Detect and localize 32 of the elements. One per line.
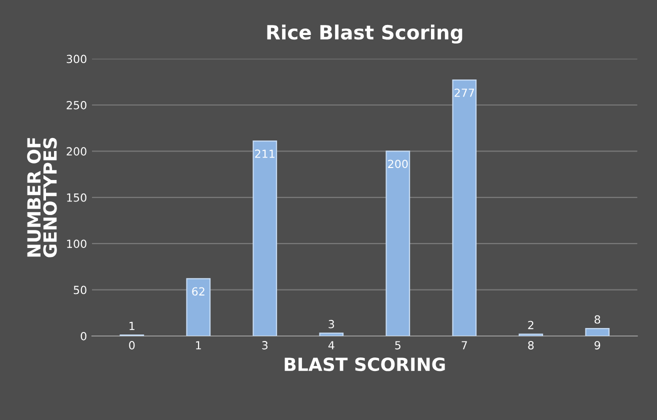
data-label: 277 [454, 88, 474, 97]
x-tick-label: 5 [395, 341, 400, 350]
data-label: 200 [388, 160, 408, 168]
bar [585, 328, 610, 336]
x-tick-label: 9 [594, 341, 600, 350]
data-label: 2 [528, 320, 534, 330]
y-tick-label: 250 [66, 100, 86, 110]
x-tick-label: 7 [462, 341, 467, 350]
chart-title: Rice Blast Scoring [267, 24, 462, 44]
x-tick-label: 1 [196, 341, 201, 350]
x-tick-label: 4 [328, 341, 334, 350]
bar [319, 332, 344, 336]
y-tick-label: 0 [80, 332, 86, 340]
y-tick-label: 150 [67, 193, 86, 202]
bar [452, 79, 477, 336]
y-tick-label: 50 [74, 286, 86, 294]
y-tick-label: 200 [66, 147, 86, 156]
y-axis-title: NUMBER OF GENOTYPES [27, 138, 57, 258]
data-label: 1 [130, 322, 134, 330]
data-label: 62 [192, 287, 204, 296]
bar [386, 150, 410, 336]
y-tick-label: 300 [66, 54, 86, 64]
data-label: 211 [255, 150, 274, 158]
x-tick-label: 3 [262, 341, 268, 350]
data-label: 3 [328, 320, 334, 328]
bar [252, 140, 278, 336]
x-tick-label: 8 [528, 341, 534, 350]
bar [186, 278, 211, 336]
y-tick-label: 100 [67, 240, 86, 248]
x-axis-title: BLAST SCORING [284, 357, 445, 372]
data-label: 8 [594, 315, 600, 324]
x-tick-label: 0 [129, 341, 135, 350]
